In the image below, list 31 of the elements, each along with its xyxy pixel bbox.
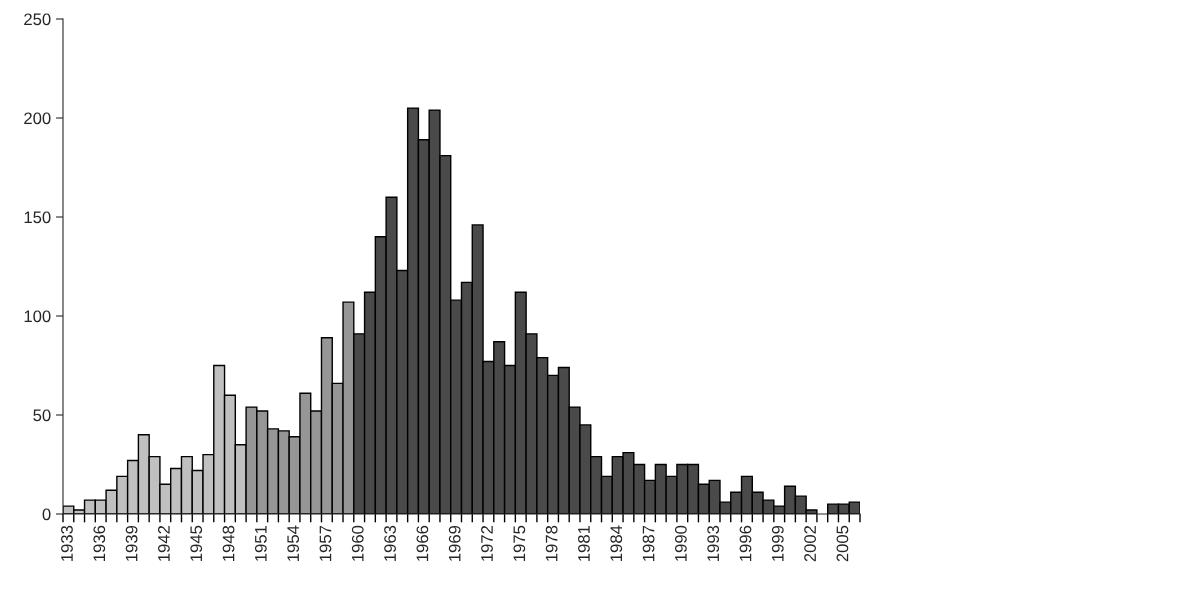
x-tick-label: 1978 (545, 525, 558, 561)
x-tick-label: 1990 (674, 525, 687, 561)
x-tick-label: 1933 (61, 525, 73, 561)
x-tick-label: 1981 (578, 525, 590, 561)
y-tick-label: 50 (33, 409, 51, 422)
x-tick-label: 1945 (190, 525, 203, 561)
x-tick-label: 1999 (771, 525, 784, 561)
y-tick-label: 100 (24, 310, 51, 323)
x-tick-label: 1963 (384, 525, 396, 561)
y-tick-label: 200 (24, 112, 51, 125)
x-tick-label: 1987 (642, 525, 655, 561)
x-tick-label: 1972 (481, 525, 493, 561)
x-tick-label: 2005 (836, 525, 849, 562)
x-tick-label: 1966 (416, 525, 429, 561)
x-tick-label: 1954 (287, 525, 300, 561)
x-tick-label: 2002 (804, 525, 817, 562)
y-tick-label: 250 (24, 13, 51, 26)
x-tick-label: 1984 (610, 525, 623, 561)
y-tick-label: 0 (42, 508, 51, 521)
x-tick-label: 1948 (222, 525, 235, 561)
x-tick-label: 1996 (739, 525, 752, 561)
x-tick-label: 1975 (513, 525, 526, 561)
y-tick-label: 150 (24, 211, 51, 224)
x-tick-label: 1957 (319, 525, 332, 561)
x-tick-label: 1942 (157, 525, 170, 561)
x-tick-label: 1936 (93, 525, 106, 561)
x-tick-label: 1951 (254, 525, 267, 561)
x-tick-label: 1960 (351, 525, 364, 561)
x-tick-label: 1939 (125, 525, 138, 561)
x-tick-label: 1993 (707, 525, 720, 561)
x-tick-label: 1969 (448, 525, 461, 561)
